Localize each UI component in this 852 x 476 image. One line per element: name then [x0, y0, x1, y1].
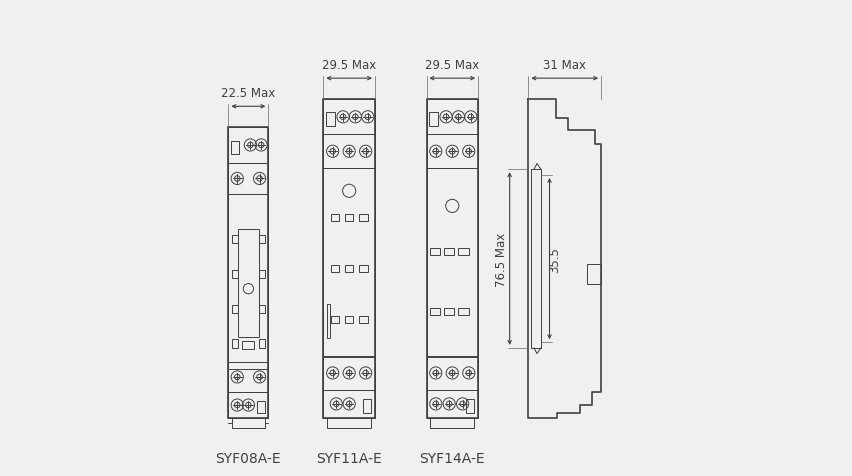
Bar	[330, 316, 338, 323]
Bar	[426, 100, 477, 418]
Bar	[359, 265, 367, 272]
Text: SYF08A-E: SYF08A-E	[216, 451, 281, 465]
Bar	[326, 305, 330, 338]
Bar	[323, 100, 375, 135]
Bar	[323, 100, 375, 418]
Bar	[458, 248, 469, 256]
Bar	[259, 270, 265, 278]
Bar	[323, 390, 375, 418]
Bar	[344, 214, 353, 221]
Bar	[232, 340, 238, 348]
Bar	[231, 142, 239, 155]
Text: 31 Max: 31 Max	[543, 59, 585, 71]
Bar	[259, 235, 265, 244]
Bar	[323, 357, 375, 390]
Bar	[586, 265, 601, 285]
Bar	[228, 163, 268, 195]
Bar	[228, 128, 268, 163]
Text: 29.5 Max: 29.5 Max	[424, 59, 479, 71]
Bar	[426, 357, 477, 390]
Bar	[429, 308, 440, 316]
Bar	[444, 308, 454, 316]
Text: 35.5: 35.5	[548, 246, 561, 272]
Bar	[362, 399, 371, 413]
Text: SYF14A-E: SYF14A-E	[419, 451, 485, 465]
Bar	[228, 392, 268, 418]
Bar	[232, 235, 238, 244]
Bar	[259, 305, 265, 313]
Bar	[458, 308, 469, 316]
Bar	[242, 341, 254, 349]
Bar	[228, 362, 268, 392]
Bar	[344, 265, 353, 272]
Bar	[429, 248, 440, 256]
Bar	[232, 305, 238, 313]
Bar	[323, 135, 375, 169]
Bar	[238, 230, 258, 337]
Bar	[327, 418, 371, 428]
Bar	[259, 340, 265, 348]
Bar	[330, 214, 338, 221]
Bar	[426, 100, 477, 135]
Bar	[426, 135, 477, 169]
Text: SYF11A-E: SYF11A-E	[316, 451, 382, 465]
Bar	[426, 169, 477, 357]
Bar	[228, 195, 268, 369]
Bar	[228, 128, 268, 418]
Bar	[325, 113, 334, 127]
Bar	[232, 270, 238, 278]
Bar	[429, 113, 437, 127]
Bar	[426, 390, 477, 418]
Bar	[359, 316, 367, 323]
Bar	[444, 248, 454, 256]
Text: 76.5 Max: 76.5 Max	[494, 232, 507, 286]
Bar	[232, 418, 264, 428]
Bar	[359, 214, 367, 221]
Bar	[330, 265, 338, 272]
Bar	[323, 169, 375, 357]
Bar	[465, 399, 474, 413]
Bar	[429, 418, 474, 428]
Bar	[256, 401, 265, 413]
Bar	[344, 316, 353, 323]
Text: 22.5 Max: 22.5 Max	[221, 87, 275, 99]
Text: 29.5 Max: 29.5 Max	[322, 59, 376, 71]
